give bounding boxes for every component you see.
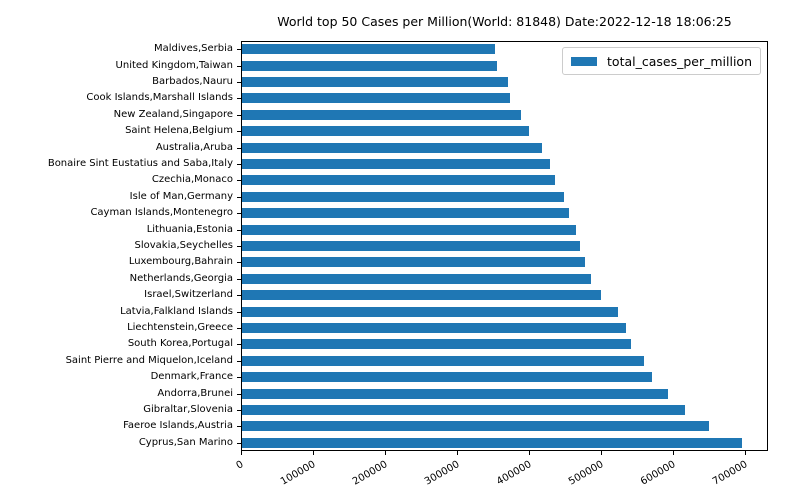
y-axis-tick [237, 147, 241, 149]
bar [242, 306, 618, 317]
x-axis-tick [456, 451, 458, 455]
bar [242, 126, 529, 137]
y-axis-tick [237, 360, 241, 362]
y-axis-label: Liechtenstein,Greece [127, 322, 233, 333]
legend-swatch-icon [571, 56, 598, 66]
bar [242, 372, 653, 383]
bar [242, 241, 580, 251]
bar [242, 60, 498, 71]
y-axis-tick [237, 295, 241, 297]
legend: total_cases_per_million [562, 47, 761, 75]
y-axis-tick [237, 229, 241, 231]
y-axis-label: Saint Pierre and Miquelon,Iceland [65, 354, 233, 366]
y-axis-label: Denmark,France [150, 371, 233, 383]
y-axis-tick [237, 442, 241, 444]
bar [242, 159, 550, 169]
bar [242, 339, 632, 350]
y-axis-label: Lithuania,Estonia [146, 223, 233, 235]
bar [242, 290, 602, 301]
y-axis-label: Barbados,Nauru [152, 76, 233, 87]
bar [242, 175, 555, 186]
y-axis-label: Luxembourg,Bahrain [128, 256, 233, 268]
y-axis-tick [237, 311, 241, 313]
y-axis-tick [237, 98, 241, 100]
bar [242, 405, 686, 415]
x-axis-tick [744, 451, 746, 455]
y-axis-label: Faeroe Islands,Austria [123, 420, 233, 432]
y-axis-label: Slovakia,Seychelles [134, 240, 234, 251]
bar [242, 355, 645, 366]
y-axis-label: Bonaire Sint Eustatius and Saba,Italy [47, 158, 233, 169]
y-axis-label: Cyprus,San Marino [138, 436, 233, 448]
y-axis-label: Cayman Islands,Montenegro [90, 207, 233, 219]
x-axis-tick [241, 451, 242, 455]
y-axis-label: New Zealand,Singapore [113, 108, 233, 120]
plot-area: total_cases_per_million [241, 41, 768, 451]
bar [242, 142, 542, 153]
y-axis-tick [237, 377, 241, 379]
x-axis-tick [384, 451, 386, 455]
bar [242, 77, 509, 87]
bar [242, 93, 511, 104]
bar [242, 208, 570, 219]
bar [242, 437, 742, 448]
y-axis-label: United Kingdom,Taiwan [115, 59, 233, 71]
y-axis-tick [237, 426, 241, 428]
y-axis-tick [237, 344, 241, 346]
y-axis-label: Isle of Man,Germany [129, 190, 233, 202]
y-axis-tick [237, 393, 241, 395]
y-axis-tick [237, 131, 241, 133]
y-axis-label: Andorra,Brunei [157, 387, 233, 399]
y-axis-tick [237, 65, 241, 67]
y-axis-label: Latvia,Falkland Islands [120, 305, 233, 317]
y-axis-label: Czechia,Monaco [151, 174, 233, 186]
y-axis-tick [237, 213, 241, 215]
bar [242, 273, 591, 284]
y-axis-tick [237, 180, 241, 182]
y-axis-tick [237, 410, 241, 411]
bar [242, 109, 521, 120]
x-axis-tick-label: 0 [234, 459, 246, 472]
y-axis-label: Israel,Switzerland [144, 289, 233, 301]
bar [242, 44, 496, 55]
bar [242, 421, 709, 432]
y-axis-tick [237, 82, 241, 83]
x-axis-tick [528, 451, 530, 455]
bar [242, 323, 627, 333]
y-axis-tick [237, 246, 241, 247]
y-axis-label: Gibraltar,Slovenia [143, 404, 233, 415]
y-axis-label: Maldives,Serbia [154, 43, 233, 55]
y-axis-tick [237, 49, 241, 51]
y-axis-label: Saint Helena,Belgium [125, 125, 233, 137]
bar [242, 257, 585, 268]
y-axis-tick [237, 164, 241, 165]
y-axis-label: Australia,Aruba [155, 141, 233, 153]
y-axis-tick [237, 328, 241, 329]
chart-title: World top 50 Cases per Million(World: 81… [277, 14, 732, 29]
legend-label: total_cases_per_million [607, 53, 752, 69]
bar [242, 388, 669, 399]
y-axis-label: South Korea,Portugal [127, 338, 233, 350]
y-axis-tick [237, 278, 241, 280]
x-axis-tick [672, 451, 674, 455]
y-axis-tick [237, 114, 241, 116]
y-axis-tick [237, 196, 241, 198]
y-axis-label: Netherlands,Georgia [129, 272, 233, 284]
bar [242, 191, 565, 202]
y-axis-tick [237, 262, 241, 264]
y-axis-label: Cook Islands,Marshall Islands [86, 92, 233, 104]
x-axis-tick [600, 451, 602, 455]
x-axis-tick [312, 451, 314, 455]
bar [242, 224, 576, 235]
